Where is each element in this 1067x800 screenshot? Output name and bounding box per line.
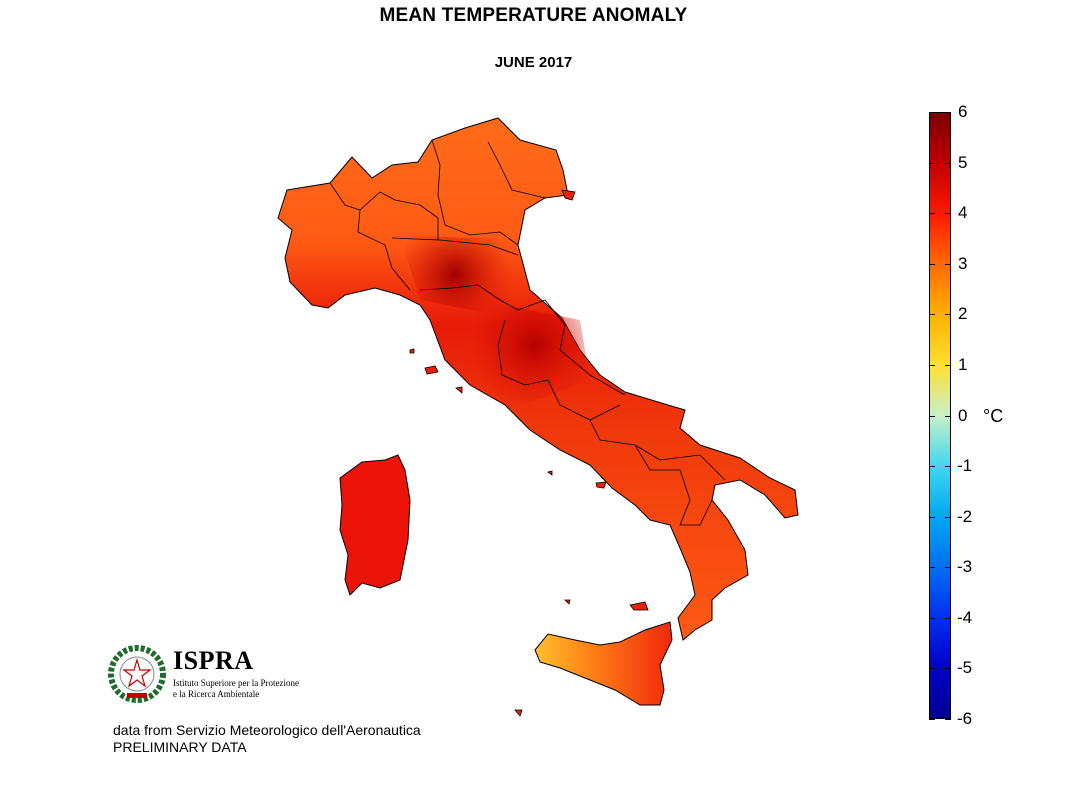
colorbar-tick-mark bbox=[929, 263, 935, 265]
colorbar-tick-mark bbox=[945, 516, 951, 518]
colorbar-tick-label: 6 bbox=[958, 102, 968, 121]
colorbar-tick-mark bbox=[945, 668, 951, 670]
colorbar-tick-mark bbox=[929, 668, 935, 670]
colorbar-tick-mark bbox=[945, 213, 951, 215]
colorbar-tick-mark bbox=[929, 415, 935, 417]
colorbar-tick-mark bbox=[945, 364, 951, 366]
colorbar-tick-mark bbox=[929, 466, 935, 468]
colorbar-tick-label: -6 bbox=[957, 709, 973, 728]
colorbar-tick-mark bbox=[929, 719, 935, 720]
logo-subtitle-line2: e la Ricerca Ambientale bbox=[173, 689, 260, 699]
colorbar-tick-label: 0 bbox=[958, 405, 968, 425]
colorbar-tick-mark bbox=[929, 567, 935, 569]
colorbar-tick-mark bbox=[929, 617, 935, 619]
colorbar-tick-label: 3 bbox=[958, 253, 968, 273]
colorbar-tick-mark bbox=[945, 567, 951, 569]
hotspot-centre bbox=[470, 300, 590, 410]
colorbar-tick-label: -3 bbox=[957, 557, 973, 577]
colorbar-tick-label: 2 bbox=[958, 304, 968, 324]
colorbar-tick-mark bbox=[945, 415, 951, 417]
colorbar-unit: °C bbox=[983, 406, 1004, 426]
colorbar-tick-mark bbox=[929, 213, 935, 215]
sicily bbox=[534, 621, 673, 706]
sardinia bbox=[339, 454, 411, 596]
colorbar-tick-label: 5 bbox=[958, 152, 968, 172]
small-islands bbox=[409, 189, 649, 717]
region-borders bbox=[329, 139, 726, 526]
colorbar-tick-label: -5 bbox=[957, 658, 973, 678]
colorbar-tick-mark bbox=[945, 617, 951, 619]
colorbar-tick-mark bbox=[945, 314, 951, 316]
colorbar-tick-label: 1 bbox=[958, 354, 968, 374]
colorbar-tick-mark bbox=[945, 162, 951, 164]
republic-emblem-icon bbox=[108, 645, 166, 703]
colorbar-tick-mark bbox=[929, 112, 935, 113]
colorbar-tick-label: -1 bbox=[957, 456, 973, 476]
colorbar-tick-label: 4 bbox=[958, 203, 968, 223]
colorbar-tick-mark bbox=[929, 364, 935, 366]
colorbar-tick-label: -2 bbox=[957, 506, 973, 526]
colorbar-tick-label: -4 bbox=[957, 607, 973, 627]
data-source: data from Servizio Meteorologico dell'Ae… bbox=[113, 722, 421, 738]
colorbar-tick-mark bbox=[945, 263, 951, 265]
colorbar-tick-mark bbox=[929, 516, 935, 518]
colorbar-tick-mark bbox=[929, 162, 935, 164]
map-subtitle: JUNE 2017 bbox=[494, 54, 573, 71]
logo-subtitle-line1: Istituto Superiore per la Protezione bbox=[173, 678, 299, 688]
logo-name: ISPRA bbox=[173, 646, 254, 675]
colorbar-tick-mark bbox=[929, 314, 935, 316]
logo-subtitle: Istituto Superiore per la Protezione e l… bbox=[173, 678, 299, 700]
colorbar-tick-mark bbox=[945, 719, 951, 720]
colorbar-tick-mark bbox=[945, 112, 951, 113]
map-title: MEAN TEMPERATURE ANOMALY bbox=[379, 5, 688, 26]
hotspot-tuscany bbox=[400, 235, 520, 320]
preliminary-note: PRELIMINARY DATA bbox=[113, 739, 247, 755]
footer-credit: data from Servizio Meteorologico dell'Ae… bbox=[113, 722, 421, 756]
colorbar-tick-mark bbox=[945, 466, 951, 468]
